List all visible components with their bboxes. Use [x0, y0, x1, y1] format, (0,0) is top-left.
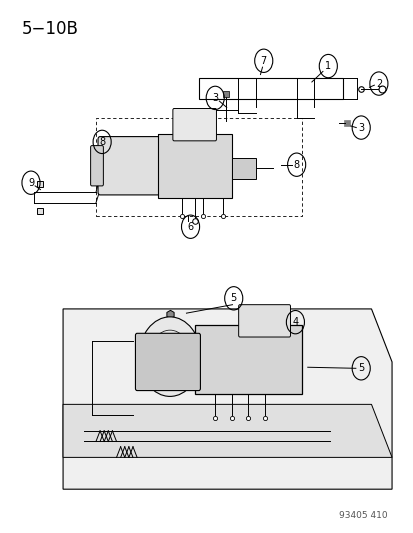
Circle shape — [139, 317, 200, 397]
Text: 8: 8 — [99, 137, 105, 147]
Text: 4: 4 — [292, 317, 298, 327]
Polygon shape — [63, 405, 391, 457]
Polygon shape — [63, 309, 391, 489]
FancyBboxPatch shape — [238, 305, 290, 337]
Text: 3: 3 — [357, 123, 363, 133]
Text: 9: 9 — [28, 177, 34, 188]
Text: 5: 5 — [230, 293, 236, 303]
Text: 5−10B: 5−10B — [22, 20, 78, 38]
FancyBboxPatch shape — [194, 325, 301, 394]
Text: 8: 8 — [293, 160, 299, 169]
Text: 2: 2 — [375, 78, 381, 88]
Text: 1: 1 — [325, 61, 330, 71]
Text: 5: 5 — [357, 364, 363, 373]
FancyBboxPatch shape — [231, 158, 256, 179]
FancyBboxPatch shape — [98, 136, 159, 195]
FancyBboxPatch shape — [157, 134, 231, 198]
FancyBboxPatch shape — [173, 109, 216, 141]
Text: 6: 6 — [187, 222, 193, 232]
Text: 7: 7 — [260, 56, 266, 66]
FancyBboxPatch shape — [135, 333, 200, 391]
Text: 93405 410: 93405 410 — [338, 511, 386, 520]
FancyBboxPatch shape — [90, 146, 103, 186]
Text: 3: 3 — [211, 93, 218, 103]
